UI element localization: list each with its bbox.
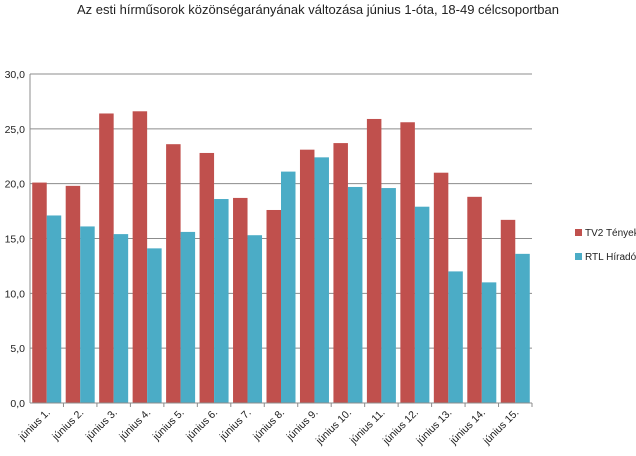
y-tick-label: 30,0 (5, 69, 26, 81)
bar-tv2-tenyek (467, 196, 482, 403)
y-axis-tick-labels: 0,0 5,0 10,0 15,0 20,0 25,0 30,0 (5, 69, 26, 410)
x-tick-label: június 4. (116, 407, 153, 444)
x-axis-tick-labels: június 1.június 2.június 3.június 4.júni… (16, 407, 521, 448)
bar-rtl-hirado (481, 282, 497, 403)
axes (29, 74, 533, 407)
x-tick-label: június 3. (83, 407, 120, 444)
y-tick-label: 25,0 (5, 124, 26, 136)
bar-rtl-hirado (347, 186, 363, 403)
x-tick-label: június 14. (447, 407, 488, 448)
bar-rtl-hirado (113, 234, 129, 403)
y-tick-label: 15,0 (5, 234, 26, 246)
bar-rtl-hirado (80, 226, 95, 403)
bar-tv2-tenyek (400, 122, 415, 404)
x-tick-label: június 7. (217, 407, 254, 444)
bar-rtl-hirado (281, 171, 296, 403)
bar-tv2-tenyek (166, 144, 181, 404)
bars (32, 111, 530, 404)
bar-tv2-tenyek (132, 111, 148, 403)
bar-tv2-tenyek (199, 152, 215, 403)
legend-label: RTL Híradó (585, 252, 636, 263)
bar-rtl-hirado (214, 199, 229, 403)
bar-rtl-hirado (314, 157, 329, 403)
chart-title: Az esti hírműsorok közönségarányának vál… (77, 2, 559, 17)
x-tick-label: június 1. (16, 407, 53, 444)
bar-tv2-tenyek (500, 219, 516, 403)
x-tick-label: június 15. (480, 407, 521, 448)
x-tick-label: június 6. (183, 407, 220, 444)
y-tick-label: 20,0 (5, 179, 26, 191)
y-tick-label: 10,0 (5, 288, 26, 300)
x-tick-label: június 8. (250, 407, 287, 444)
bar-tv2-tenyek (99, 113, 114, 403)
x-tick-label: június 12. (380, 407, 421, 448)
bar-rtl-hirado (515, 253, 530, 403)
x-tick-label: június 13. (413, 407, 454, 448)
bar-tv2-tenyek (333, 143, 348, 403)
bar-tv2-tenyek (299, 149, 315, 403)
bar-tv2-tenyek (32, 182, 47, 403)
legend: TV2 Tények RTL Híradó (575, 228, 636, 263)
y-tick-label: 5,0 (10, 343, 25, 355)
legend-swatch (575, 253, 582, 260)
bar-tv2-tenyek (433, 172, 449, 403)
bar-rtl-hirado (448, 271, 463, 403)
legend-label: TV2 Tények (585, 228, 636, 239)
bar-rtl-hirado (147, 248, 162, 403)
bar-rtl-hirado (46, 215, 62, 403)
bar-rtl-hirado (247, 235, 263, 403)
bar-rtl-hirado (381, 188, 396, 403)
x-tick-label: június 5. (150, 407, 187, 444)
bar-tv2-tenyek (266, 209, 281, 403)
bar-rtl-hirado (414, 206, 430, 403)
y-tick-label: 0,0 (10, 398, 25, 410)
bar-tv2-tenyek (233, 197, 248, 403)
x-tick-label: június 11. (347, 407, 387, 447)
bar-tv2-tenyek (65, 185, 81, 403)
x-tick-label: június 10. (313, 407, 354, 448)
bar-tv2-tenyek (366, 118, 382, 404)
bar-rtl-hirado (180, 231, 196, 403)
legend-swatch (575, 229, 582, 236)
x-tick-label: június 2. (49, 407, 86, 444)
